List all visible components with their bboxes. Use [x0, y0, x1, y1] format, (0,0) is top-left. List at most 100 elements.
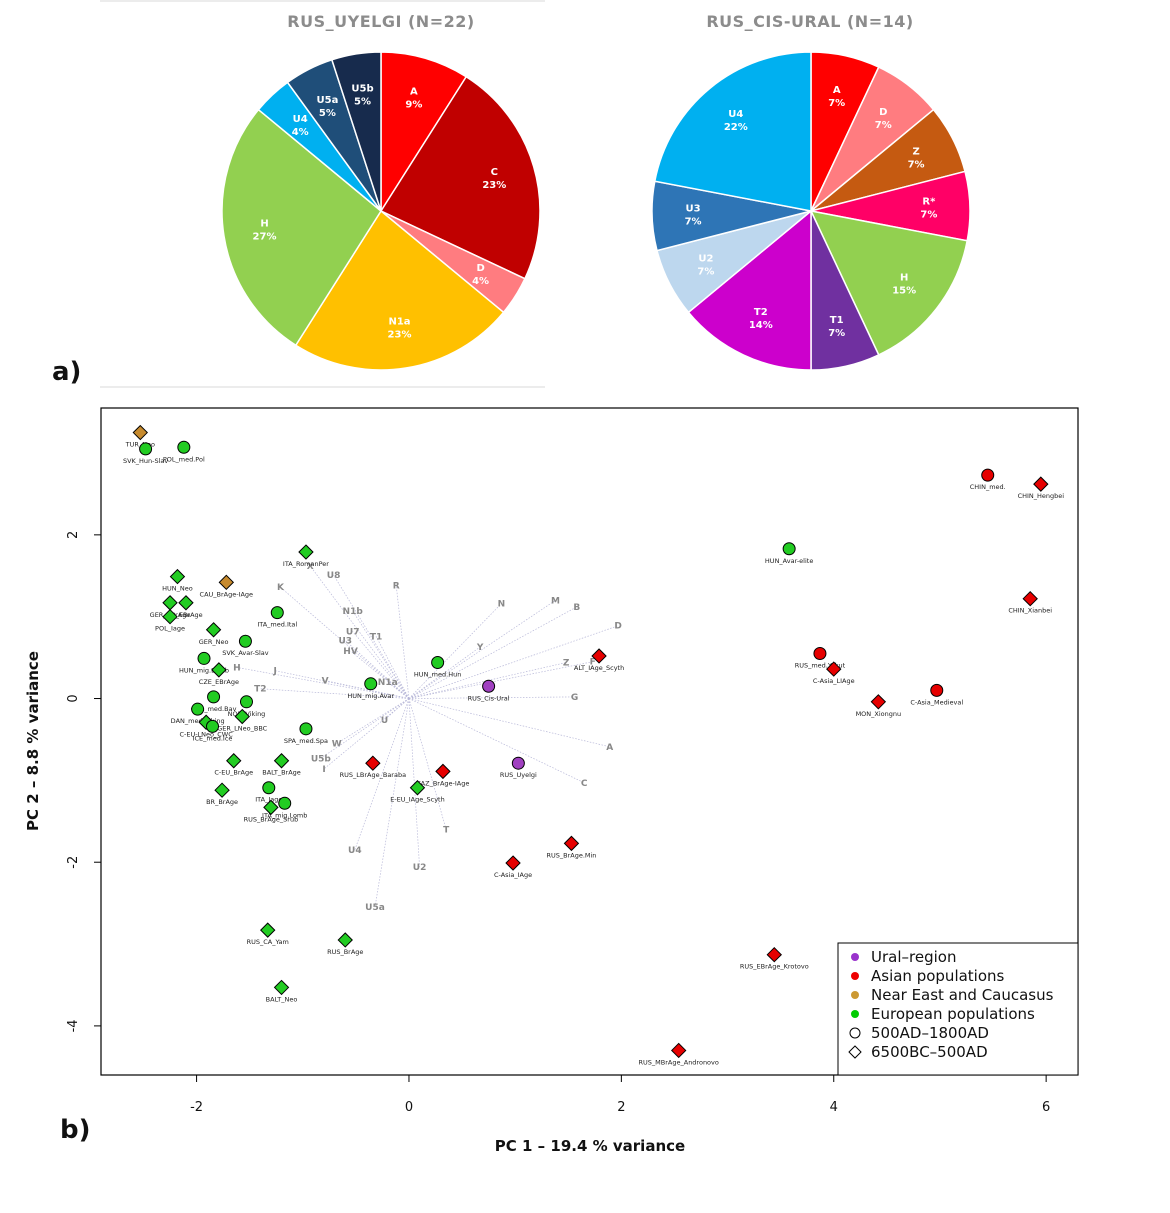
data-point-circle	[239, 695, 253, 709]
data-point-label: SVK_Hun-Slav	[123, 457, 168, 465]
data-point-circle	[238, 634, 252, 648]
data-point-label: CHIN_Xianbei	[1008, 607, 1052, 615]
axes: -2 0 2 4 6 -4 -2 0 2	[66, 531, 1050, 1115]
loading-label: HV	[343, 647, 358, 657]
data-point-diamond	[211, 662, 227, 678]
loading-arrow	[236, 667, 410, 699]
data-point-diamond	[260, 922, 276, 938]
loading-arrow	[345, 640, 410, 699]
data-point-label: ITA_med.Ital	[257, 621, 297, 629]
data-point-diamond	[591, 648, 607, 664]
loading-label: T	[443, 825, 450, 835]
pie-slice-label: T2	[754, 307, 768, 318]
legend-entry: European populations	[871, 1005, 1035, 1023]
pie-slice-pct: 5%	[354, 97, 371, 108]
data-point-label: IB_EBrAge	[169, 611, 202, 619]
x-tick-label: 2	[617, 1100, 625, 1115]
data-point-circle	[278, 796, 292, 810]
loading-arrow	[323, 698, 410, 770]
data-point-label: RUS_Uyelgi	[500, 771, 537, 779]
pie-slice-pct: 7%	[685, 217, 702, 228]
loading-label: V	[322, 677, 329, 687]
y-axis-title: PC 2 – 8.8 % variance	[24, 651, 42, 831]
loading-arrow	[374, 698, 410, 908]
pie-slice-u4	[653, 51, 812, 212]
loading-label: U3	[338, 636, 352, 646]
data-point-label: RUS_MBrAge_Andronovo	[639, 1058, 719, 1066]
pie-slice-pct: 27%	[253, 232, 277, 243]
x-tick-label: 4	[830, 1100, 838, 1115]
data-point-label: CAU_BrAge-IAge	[200, 590, 254, 598]
pie-slice-a	[380, 51, 468, 214]
loading-label: U2	[413, 863, 427, 873]
pie-slice-pct: 22%	[724, 122, 748, 133]
loading-label: K	[277, 583, 285, 593]
data-point-circle	[930, 683, 944, 697]
y-tick-label: -2	[66, 856, 81, 869]
pie-slice-label: D	[879, 107, 887, 118]
data-point-circle	[197, 651, 211, 665]
loading-label: X	[307, 562, 314, 572]
data-point-diamond	[505, 855, 521, 871]
data-point-label: ALT_IAge_Scyth	[574, 664, 624, 672]
pie-slice-pct: 7%	[697, 267, 714, 278]
data-point-label: GER_LNeo_BBC	[217, 725, 267, 733]
pie-slice-label: U4	[293, 114, 308, 125]
data-point-label: CZE_EBrAge	[199, 678, 239, 686]
legend-dot	[851, 991, 859, 999]
legend-dot	[851, 972, 859, 980]
data-point-diamond	[218, 574, 235, 591]
data-point-label: BALT_Neo	[266, 995, 298, 1003]
data-point-label: HUN_med.Hun	[414, 671, 461, 679]
pie-slice-label: U2	[698, 254, 713, 265]
panel-b-label: b)	[60, 1115, 91, 1145]
loading-label: T1	[370, 632, 382, 642]
data-point-label: RUS_EBrAge_Krotovo	[740, 963, 809, 971]
legend-entry: Near East and Caucasus	[871, 986, 1054, 1004]
loading-arrow	[408, 646, 481, 699]
loading-label: D	[614, 622, 621, 632]
loading-arrow	[384, 698, 410, 721]
data-point-diamond	[826, 661, 842, 677]
x-tick-label: 0	[405, 1100, 413, 1115]
data-point-label: HUN_mig.Lomb	[179, 666, 229, 674]
data-point-diamond	[178, 595, 194, 611]
loading-arrow	[408, 698, 585, 784]
loading-arrow	[280, 586, 410, 699]
data-point-diamond	[226, 753, 242, 769]
pie-slice-pct: 4%	[292, 127, 309, 138]
loading-arrow	[408, 606, 577, 699]
loading-label: M	[551, 596, 560, 606]
data-point-label: HUN_Avar-elite	[765, 557, 813, 565]
pie-chart-cis-ural: A 7% D 7% Z 7% R* 7% H 15% T1 7% T2 14% U2 7% U3 7% U4 22%	[651, 51, 971, 371]
pie-slice-label: U5b	[351, 84, 373, 95]
data-point-label: BR_BrAge	[206, 798, 238, 806]
pie-slice-c	[379, 75, 541, 280]
pie-chart-uyelgi: A 9% C 23% D 4% N1a 23% H 27% U4 4% U5a 5% U5b 5%	[221, 51, 541, 371]
loading-label: J	[272, 667, 276, 677]
loading-arrow	[336, 698, 410, 744]
data-point-label: C-Asia_Medieval	[910, 698, 963, 706]
data-point-label: KAZ_BrAge-IAge	[417, 779, 470, 787]
loading-arrow	[395, 585, 410, 699]
loading-label: B	[573, 603, 580, 613]
loading-arrow	[324, 680, 410, 699]
pie-slice-label: D	[476, 263, 484, 274]
data-point-diamond	[1033, 476, 1049, 492]
data-point-circle	[364, 677, 378, 691]
data-point-label: E-EU_IAge_Scyth	[390, 796, 445, 804]
loading-arrow	[408, 625, 619, 699]
legend-dot	[851, 1010, 859, 1018]
loading-label: N1b	[343, 607, 364, 617]
pie-slice-pct: 7%	[920, 209, 937, 220]
data-point-circle	[207, 690, 221, 704]
pie-slice-label: C	[491, 167, 498, 178]
pie-slice-pct: 15%	[892, 285, 916, 296]
pie-slice-label: A	[410, 87, 418, 98]
pie-slice-label: T1	[830, 315, 844, 326]
pie-slice-pct: 5%	[319, 108, 336, 119]
panel-a: RUS_UYELGI (N=22) RUS_CIS-URAL (N=14) A 9…	[52, 0, 971, 388]
data-point-circle	[191, 702, 205, 716]
data-point-diamond	[234, 708, 250, 725]
